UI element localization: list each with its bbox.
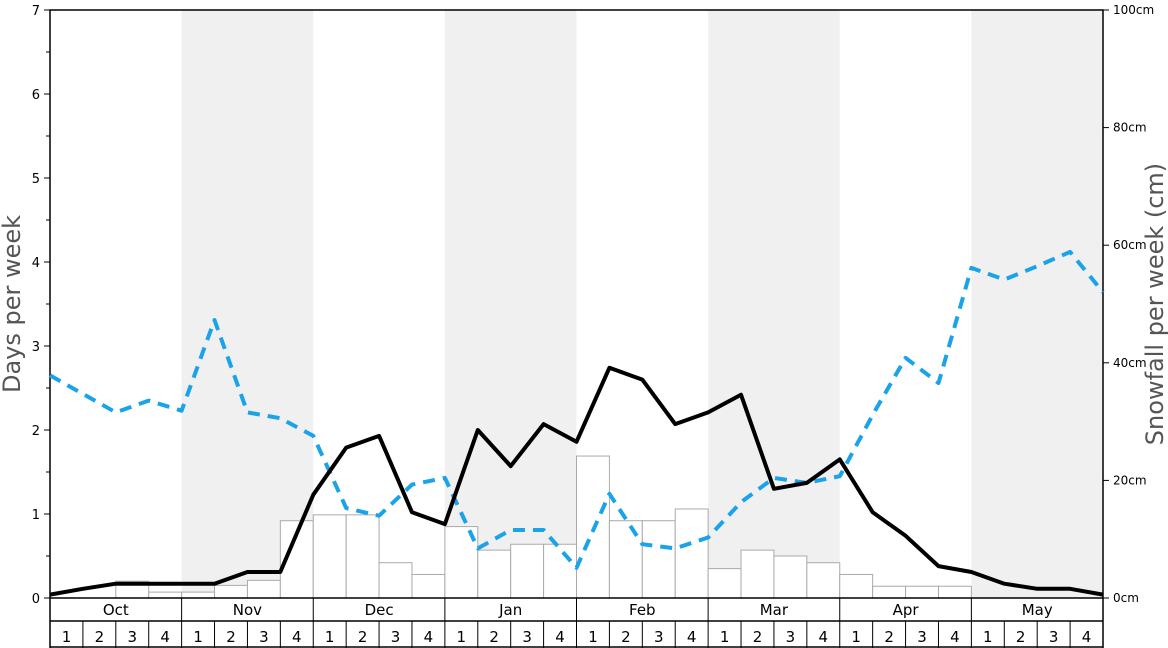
snowfall-bar [905,585,939,599]
left-tick-label: 6 [32,88,40,103]
left-tick-label: 7 [32,4,40,19]
week-label: 3 [391,628,401,646]
month-shade [181,10,314,598]
month-shading [181,10,1103,598]
right-tick-label: 0cm [1113,591,1139,605]
snowfall-bar [641,520,676,599]
week-label: 1 [588,628,598,646]
week-label: 3 [259,628,269,646]
week-label: 1 [457,628,467,646]
month-label: Jan [498,601,522,619]
right-tick-label: 40cm [1113,356,1147,370]
snowfall-bar [608,520,643,599]
week-label: 4 [424,628,434,646]
snowfall-bar [411,573,446,599]
week-label: 2 [884,628,894,646]
snowfall-bar [181,591,216,599]
week-label: 4 [292,628,302,646]
week-label: 4 [950,628,960,646]
left-tick-label: 1 [32,508,40,523]
week-label: 2 [621,628,631,646]
left-tick-label: 5 [32,172,40,187]
series-lines [49,249,1105,597]
month-label: Apr [893,601,920,619]
snowfall-bar [937,585,972,599]
right-tick-label: 100cm [1113,3,1154,17]
week-label: 3 [128,628,138,646]
week-label: 1 [851,628,861,646]
snowfall-bar [345,514,380,599]
week-label: 2 [1016,628,1026,646]
snowfall-bar [214,584,248,599]
snowfall-bar [510,543,545,599]
week-label: 3 [522,628,532,646]
month-shade [708,10,840,598]
right-tick-label: 20cm [1113,473,1147,487]
x-axis: Oct 1 2 3 4 Nov 1 2 3 4 Dec 1 2 3 4 Jan 1 2 3 4 Feb 1 2 3 4 Mar 1 2… [49,598,1104,648]
left-tick-label: 3 [32,340,40,355]
left-tick-label: 2 [32,424,40,439]
snowfall-bar [246,579,281,599]
month-label: Dec [365,601,394,619]
snowfall-bar [312,514,347,599]
snowfall-bar [378,562,413,599]
week-label: 2 [358,628,368,646]
snowfall-bar [806,562,841,599]
snowfall-bar [773,555,808,599]
week-label: 4 [1082,628,1092,646]
month-shade [971,10,1103,598]
week-label: 2 [489,628,499,646]
week-label: 2 [95,628,105,646]
week-label: 1 [325,628,335,646]
week-label: 4 [819,628,829,646]
week-label: 3 [786,628,796,646]
month-label: Mar [760,601,789,619]
right-axis-title: Snowfall per week (cm) [1141,163,1168,445]
week-label: 3 [1049,628,1059,646]
left-axis-title: Days per week [0,215,26,393]
snowfall-bar [148,591,183,599]
snowfall-bar [543,543,578,599]
week-label: 3 [654,628,664,646]
right-axis: 0cm 20cm 40cm 60cm 80cm 100cm [1103,3,1154,605]
week-label: 2 [226,628,236,646]
month-label: Oct [103,601,129,619]
snowfall-bar [477,549,512,599]
week-label: 4 [555,628,565,646]
week-label: 4 [160,628,170,646]
snowfall-bar [707,568,742,599]
month-label: May [1022,601,1053,619]
solid-series-line [49,365,1104,597]
left-tick-label: 0 [32,592,40,607]
dashed-series-line [49,249,1105,570]
snowfall-bar [674,508,709,599]
month-shade [444,10,577,598]
left-axis: 0 1 2 3 4 5 6 7 [32,4,50,607]
right-tick-label: 60cm [1113,238,1147,252]
month-label: Feb [629,601,656,619]
week-label: 1 [983,628,993,646]
snowfall-bar [839,573,874,599]
right-tick-label: 80cm [1113,121,1147,135]
week-label: 4 [687,628,697,646]
week-label: 3 [917,628,927,646]
week-label: 1 [62,628,72,646]
week-label: 1 [720,628,730,646]
left-tick-label: 4 [32,256,40,271]
snowfall-bar [872,585,907,599]
month-label: Nov [233,601,262,619]
snowfall-bar [740,549,775,599]
week-label: 2 [753,628,763,646]
week-label: 1 [193,628,203,646]
